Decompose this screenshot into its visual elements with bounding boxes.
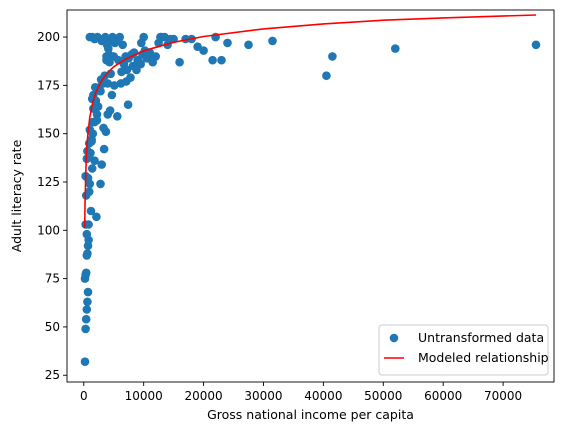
scatter-point [82, 305, 92, 314]
scatter-point [97, 160, 106, 169]
x-tick-label: 40000 [304, 389, 342, 403]
scatter-point [118, 40, 127, 50]
scatter-point [110, 81, 119, 90]
axes: 0 10000 20000 30000 40000 50000 60000 70000 25 50… [37, 9, 555, 403]
y-tick-label: 75 [45, 272, 60, 286]
scatter-point [217, 55, 226, 65]
scatter-point [322, 71, 331, 80]
x-axis-label: Gross national income per capita [207, 407, 414, 422]
y-tick-label: 200 [37, 30, 60, 44]
scatter-point [105, 106, 115, 115]
scatter-point [84, 187, 94, 196]
scatter-point [391, 44, 400, 53]
scatter-point [134, 57, 144, 67]
scatter-point [199, 46, 208, 55]
scatter-point [328, 52, 337, 61]
legend-marker-scatter [389, 333, 399, 343]
scatter-point [92, 212, 101, 222]
scatter-point [160, 32, 169, 42]
scatter-point [107, 90, 117, 100]
scatter-point [92, 115, 102, 125]
scatter-point [102, 52, 111, 61]
scatter-point [96, 179, 105, 189]
y-tick-label: 175 [37, 78, 60, 92]
y-tick-label: 125 [37, 175, 60, 189]
scatter-point [104, 44, 113, 53]
scatter-point [82, 229, 92, 239]
x-tick-label: 50000 [364, 389, 402, 403]
scatter-point [99, 144, 109, 154]
scatter-point [81, 268, 91, 278]
scatter-point [126, 73, 135, 82]
scatter-point [116, 79, 126, 88]
scatter-point [244, 40, 253, 50]
scatter-point [87, 137, 96, 146]
scatter-point [122, 65, 132, 75]
scatter-point [93, 32, 102, 42]
scatter-point [81, 324, 90, 334]
scatter-point [83, 249, 92, 258]
scatter-point [83, 287, 93, 297]
y-axis-label: Adult literacy rate [9, 139, 24, 252]
scatter-point [223, 38, 232, 48]
scatter-point [87, 164, 97, 173]
scatter-point [80, 357, 90, 367]
x-tick-label: 10000 [125, 389, 163, 403]
scatter-point [85, 125, 95, 135]
legend: Untransformed data Modeled relationship [378, 324, 549, 376]
axes-frame [66, 9, 555, 383]
scatter-point [83, 297, 92, 307]
scatter-point [86, 206, 96, 216]
x-tick-label: 70000 [484, 389, 522, 403]
scatter-point [531, 40, 541, 50]
scatter-point [132, 65, 141, 75]
y-tick-label: 150 [37, 127, 60, 141]
y-tick-label: 50 [45, 320, 60, 334]
scatter-point [103, 79, 112, 88]
legend-box [378, 324, 549, 376]
legend-label-scatter: Untransformed data [418, 330, 544, 345]
scatter-point [268, 36, 277, 46]
y-tick-label: 25 [45, 368, 60, 382]
scatter-point [146, 54, 156, 63]
x-tick-label: 30000 [244, 389, 282, 403]
scatter-point [123, 100, 133, 109]
scatter-point [113, 112, 122, 121]
scatter-point [84, 220, 93, 229]
scatter-point [175, 57, 184, 67]
scatter-point [111, 34, 121, 44]
y-tick-label: 100 [37, 223, 60, 237]
scatter-point [99, 36, 109, 46]
x-tick-label: 0 [80, 389, 88, 403]
x-tick-label: 60000 [424, 389, 462, 403]
model-line [83, 14, 537, 229]
x-tick-label: 20000 [184, 389, 222, 403]
scatter-point [208, 55, 217, 65]
legend-label-line: Modeled relationship [418, 350, 549, 365]
scatter-point [81, 314, 91, 324]
scatter-point [137, 38, 146, 48]
scatter-point [101, 127, 111, 136]
plot-area [80, 14, 541, 367]
